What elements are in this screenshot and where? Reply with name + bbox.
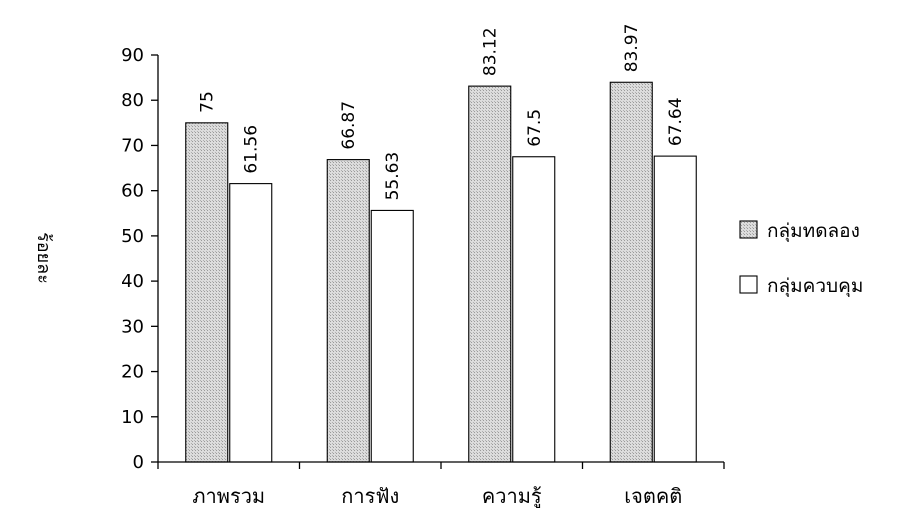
y-tick-label: 60 xyxy=(121,181,144,202)
category-label: เจตคติ xyxy=(624,484,682,508)
bar-control-2 xyxy=(512,156,556,463)
data-label: 83.12 xyxy=(481,27,501,76)
bar-control-3 xyxy=(653,155,697,463)
bar-control-1 xyxy=(370,209,414,463)
y-tick-label: 50 xyxy=(121,226,144,247)
y-tick-label: 40 xyxy=(121,271,144,292)
y-axis-label: ร้อยละ xyxy=(33,232,54,284)
y-tick-label: 10 xyxy=(121,407,144,428)
y-tick-label: 20 xyxy=(121,362,144,383)
data-label: 55.63 xyxy=(383,152,403,201)
y-tick-label: 30 xyxy=(121,316,144,337)
y-tick-label: 70 xyxy=(121,135,144,156)
legend-label: กลุ่มควบคุม xyxy=(767,275,863,298)
bar-experimental-2 xyxy=(468,85,512,463)
y-ticks: 0 10 20 30 40 50 60 70 80 90 xyxy=(121,45,725,473)
bar-experimental-0 xyxy=(185,122,229,463)
y-tick-label: 90 xyxy=(121,45,144,66)
data-label: 61.56 xyxy=(242,125,262,174)
data-label: 75 xyxy=(198,91,218,113)
bar-experimental-1 xyxy=(326,159,370,463)
legend-swatch xyxy=(739,275,758,294)
category-labels: ภาพรวม การฟัง ความรู้ เจตคติ xyxy=(192,484,682,509)
y-tick-label: 0 xyxy=(133,452,144,473)
y-tick-label: 80 xyxy=(121,90,144,111)
data-labels: 75 61.56 66.87 55.63 83.12 67.5 83.97 67.64 xyxy=(198,24,687,201)
category-label: ความรู้ xyxy=(482,484,542,509)
bars xyxy=(185,81,697,463)
bar-control-0 xyxy=(229,183,273,463)
category-label: การฟัง xyxy=(341,484,399,508)
category-label: ภาพรวม xyxy=(192,484,265,508)
legend-swatch xyxy=(739,220,758,239)
data-label: 67.64 xyxy=(666,97,686,146)
legend-label: กลุ่มทดลอง xyxy=(767,220,860,243)
data-label: 83.97 xyxy=(622,24,642,73)
bar-experimental-3 xyxy=(609,81,653,463)
data-label: 67.5 xyxy=(525,109,545,147)
data-label: 66.87 xyxy=(339,101,359,150)
